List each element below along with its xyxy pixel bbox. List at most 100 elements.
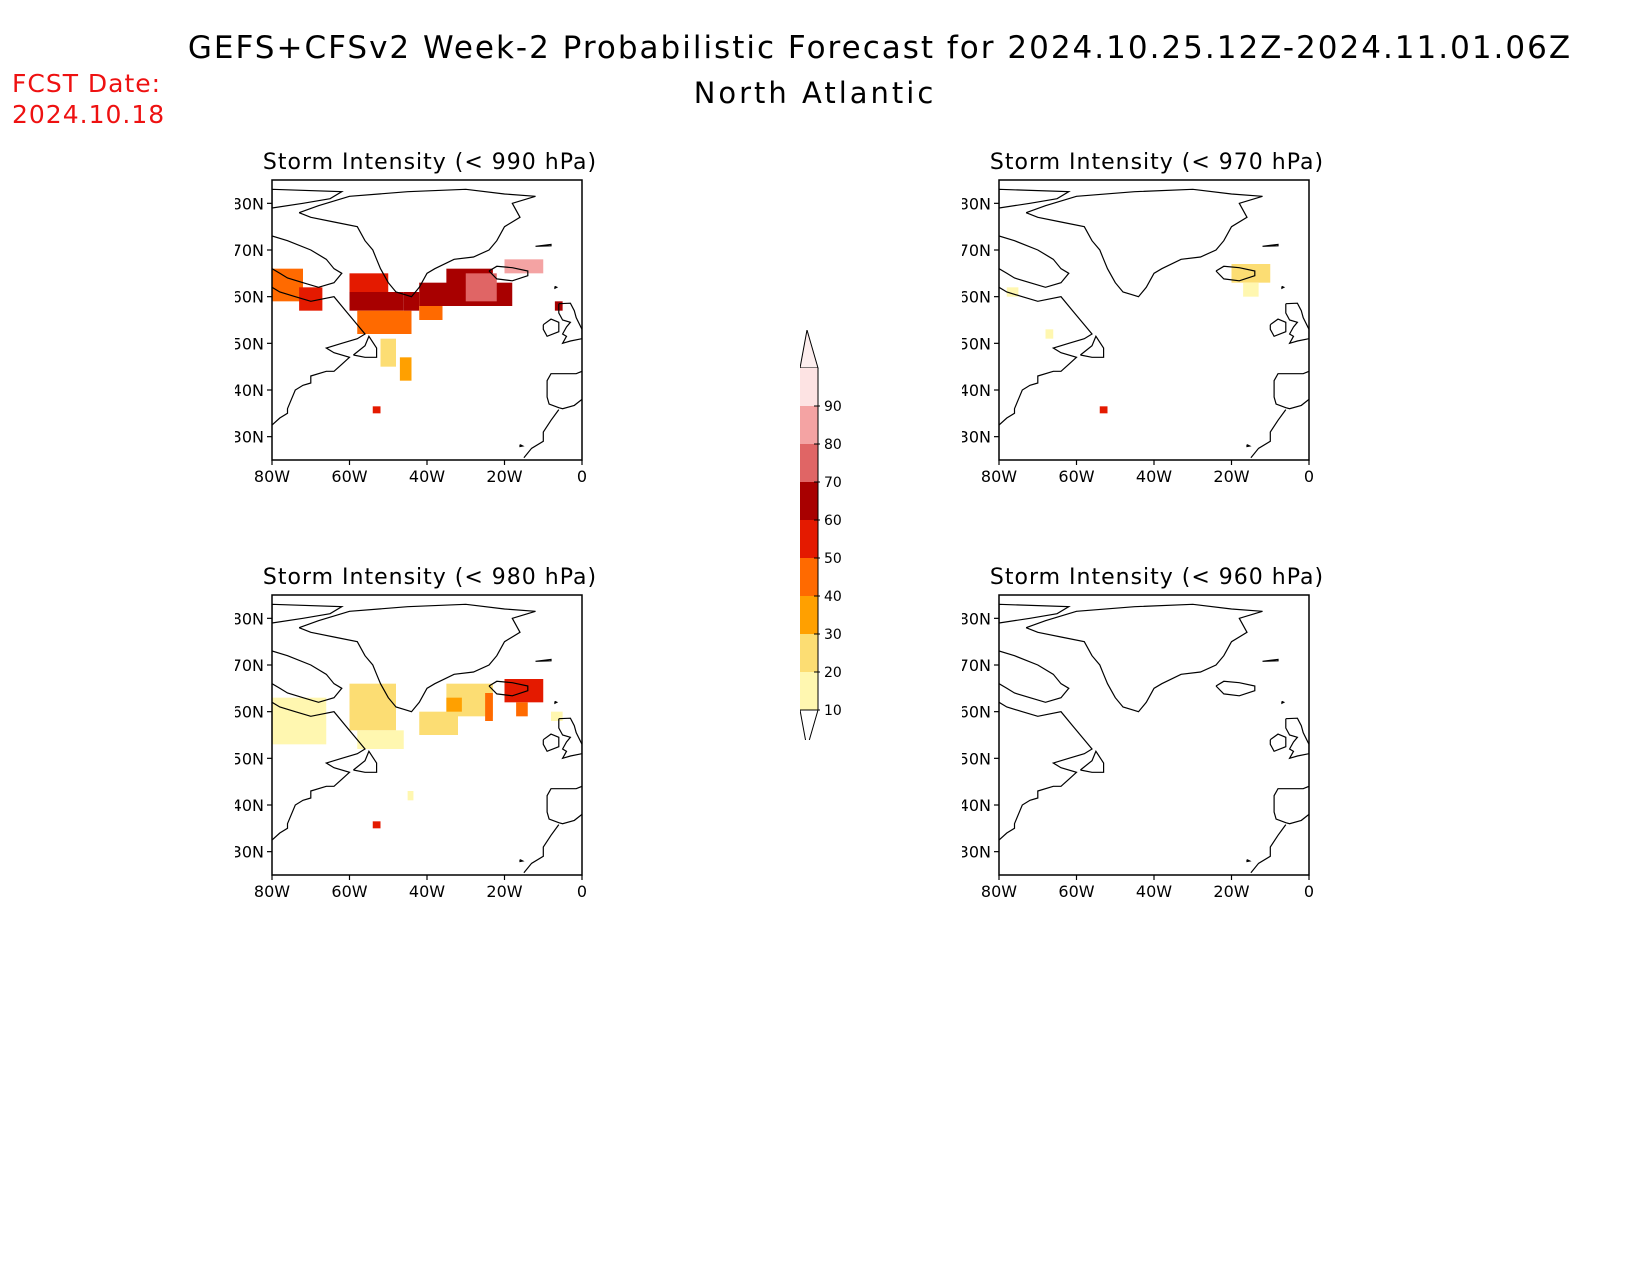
lat-tick-label: 50N (962, 749, 991, 768)
lat-tick-label: 50N (235, 334, 264, 353)
probability-cell (349, 292, 404, 311)
panel-970: Storm Intensity (< 970 hPa) 80N 70N 60N 50N… (962, 150, 1382, 530)
lat-tick-label: 40N (962, 796, 991, 815)
probability-cell (1231, 264, 1271, 283)
colorbar-top-cap (800, 330, 819, 369)
lon-tick-label: 80W (981, 467, 1017, 486)
probability-cell (349, 273, 389, 292)
probability-cell (1006, 287, 1019, 297)
colorbar-label: 20 (824, 665, 842, 681)
probability-cell (380, 338, 396, 367)
lon-tick-label: 80W (254, 882, 290, 901)
lat-tick-label: 70N (235, 241, 264, 260)
lat-tick-label: 30N (962, 843, 991, 862)
probability-cell (357, 730, 404, 749)
coast-greenland (1025, 188, 1263, 298)
coast-baffin (272, 235, 343, 288)
probability-cell (504, 259, 544, 274)
lon-tick-label: 0 (1304, 882, 1314, 901)
forecast-date-label: FCST Date: (12, 69, 162, 98)
map-980: 80N 70N 60N 50N 40N 30N 80W 60W 40W 20W 0 (235, 594, 587, 901)
coast-africa (1250, 409, 1287, 459)
coast-africa (523, 824, 560, 874)
lat-tick-label: 80N (962, 609, 991, 628)
probability-cell (403, 292, 420, 311)
panel-title: Storm Intensity (< 960 hPa) (989, 565, 1325, 590)
probability-cell (504, 679, 544, 703)
lon-tick-label: 60W (1058, 467, 1094, 486)
probability-cell (372, 406, 381, 414)
main-title: GEFS+CFSv2 Week-2 Probabilistic Forecast… (187, 30, 1573, 66)
colorbar-label: 10 (824, 703, 842, 719)
probability-cell (465, 273, 497, 302)
lat-tick-label: 80N (962, 194, 991, 213)
lon-tick-label: 0 (577, 467, 587, 486)
panel-960: Storm Intensity (< 960 hPa) 80N 70N 60N 50N… (962, 565, 1382, 945)
probability-cell (372, 821, 381, 829)
lat-tick-label: 50N (235, 749, 264, 768)
coast-baffin (272, 650, 343, 703)
coast-iberia (546, 370, 582, 410)
coast-ireland (542, 733, 560, 753)
coast-faroe (554, 285, 559, 290)
coast-greenland (1025, 603, 1263, 713)
coast-arctic-canada (272, 188, 344, 209)
coast-newfoundland (353, 335, 378, 358)
coast-ireland (542, 318, 560, 338)
coast-faroe (554, 700, 559, 705)
probability-colorbar: 90 80 70 60 50 40 30 20 10 (800, 330, 842, 740)
forecast-date-value: 2024.10.18 (12, 100, 166, 129)
panel-title: Storm Intensity (< 980 hPa) (262, 565, 598, 590)
coast-britain (1285, 302, 1309, 345)
lon-tick-label: 20W (1213, 467, 1249, 486)
coast-greenland (298, 603, 536, 713)
colorbar-segment (800, 482, 818, 520)
colorbar-label: 40 (824, 589, 842, 605)
probability-cell (516, 702, 528, 717)
lat-tick-label: 30N (962, 428, 991, 447)
coast-arctic-canada (272, 603, 344, 624)
probability-cell (1243, 282, 1259, 297)
panel-980: Storm Intensity (< 980 hPa) 80N 70N 60N 50N… (235, 565, 655, 945)
coast-arctic-canada (999, 603, 1071, 624)
probability-cell (485, 693, 493, 721)
probability-cell (357, 310, 412, 334)
colorbar-segment (800, 406, 818, 444)
coast-ireland (1269, 318, 1287, 338)
colorbar-label: 90 (824, 399, 842, 415)
coast-africa (523, 409, 560, 459)
colorbar-label: 50 (824, 551, 842, 567)
probability-cell (349, 683, 396, 731)
coast-north-america (999, 286, 1093, 426)
lat-tick-label: 60N (235, 703, 264, 722)
lat-tick-label: 50N (962, 334, 991, 353)
coast-newfoundland (1080, 750, 1105, 773)
lon-tick-label: 40W (1136, 467, 1172, 486)
map-frame (998, 594, 1310, 876)
lat-tick-label: 80N (235, 194, 264, 213)
lat-tick-label: 60N (962, 703, 991, 722)
coast-iberia (1273, 370, 1309, 410)
coast-faroe (1281, 700, 1286, 705)
lat-tick-label: 60N (235, 288, 264, 307)
lon-tick-label: 0 (577, 882, 587, 901)
map-970: 80N 70N 60N 50N 40N 30N 80W 60W 40W 20W 0 (962, 179, 1314, 486)
colorbar-segment (800, 444, 818, 482)
colorbar-segment (800, 368, 818, 406)
colorbar-label: 30 (824, 627, 842, 643)
lon-tick-label: 60W (331, 882, 367, 901)
lon-tick-label: 60W (331, 467, 367, 486)
coast-britain (1285, 717, 1309, 760)
coast-iberia (546, 785, 582, 825)
coast-north-america (999, 701, 1093, 841)
lon-tick-label: 20W (1213, 882, 1249, 901)
map-frame (998, 179, 1310, 461)
coast-africa (1250, 824, 1287, 874)
lon-tick-label: 40W (409, 467, 445, 486)
probability-cell (1099, 406, 1108, 414)
lat-tick-label: 80N (235, 609, 264, 628)
probability-cell (272, 697, 327, 745)
lon-tick-label: 40W (409, 882, 445, 901)
coast-baffin (999, 235, 1070, 288)
coast-canary (1246, 444, 1252, 448)
